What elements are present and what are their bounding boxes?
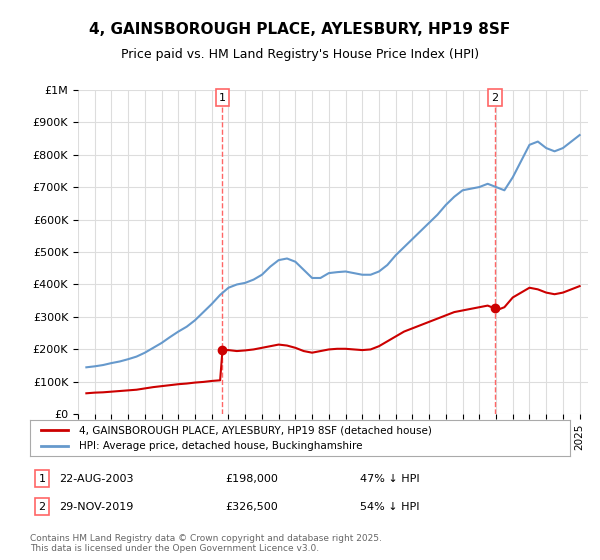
Text: HPI: Average price, detached house, Buckinghamshire: HPI: Average price, detached house, Buck… <box>79 441 362 451</box>
Text: 54% ↓ HPI: 54% ↓ HPI <box>360 502 420 512</box>
Text: 4, GAINSBOROUGH PLACE, AYLESBURY, HP19 8SF: 4, GAINSBOROUGH PLACE, AYLESBURY, HP19 8… <box>89 22 511 38</box>
Text: 47% ↓ HPI: 47% ↓ HPI <box>360 474 420 484</box>
Text: 1: 1 <box>219 93 226 102</box>
Text: 1: 1 <box>38 474 46 484</box>
Text: £198,000: £198,000 <box>226 474 278 484</box>
Text: 2: 2 <box>491 93 498 102</box>
Text: 22-AUG-2003: 22-AUG-2003 <box>59 474 133 484</box>
Text: 4, GAINSBOROUGH PLACE, AYLESBURY, HP19 8SF (detached house): 4, GAINSBOROUGH PLACE, AYLESBURY, HP19 8… <box>79 425 431 435</box>
Text: Contains HM Land Registry data © Crown copyright and database right 2025.
This d: Contains HM Land Registry data © Crown c… <box>30 534 382 553</box>
Text: £326,500: £326,500 <box>226 502 278 512</box>
Text: 2: 2 <box>38 502 46 512</box>
Text: 29-NOV-2019: 29-NOV-2019 <box>59 502 133 512</box>
Text: Price paid vs. HM Land Registry's House Price Index (HPI): Price paid vs. HM Land Registry's House … <box>121 48 479 60</box>
